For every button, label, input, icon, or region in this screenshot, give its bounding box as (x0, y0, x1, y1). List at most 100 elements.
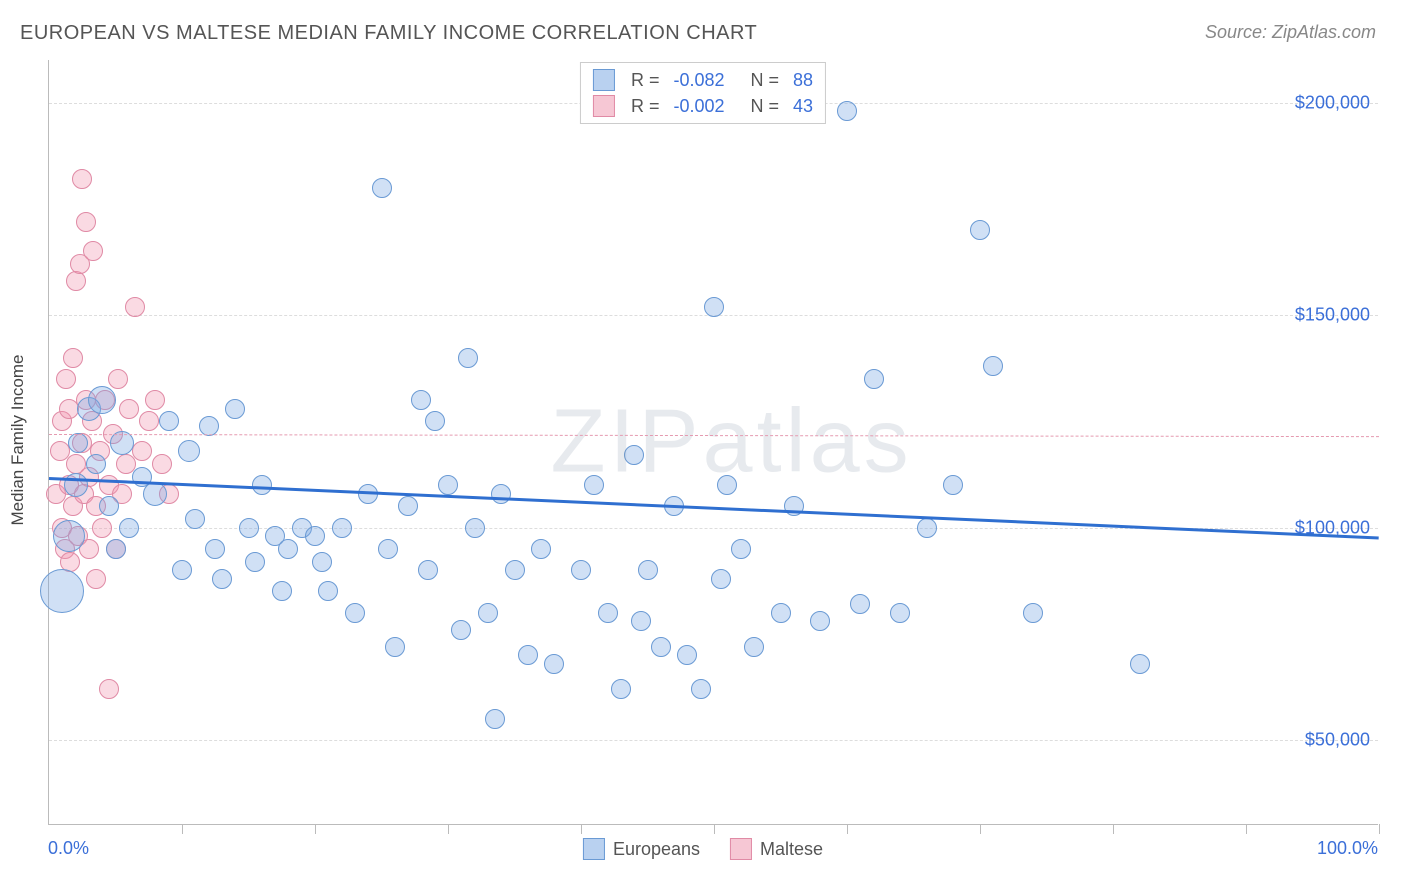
data-point-europeans (332, 518, 352, 538)
data-point-europeans (584, 475, 604, 495)
data-point-europeans (711, 569, 731, 589)
swatch-europeans-icon (593, 69, 615, 91)
data-point-europeans (245, 552, 265, 572)
source-attribution: Source: ZipAtlas.com (1205, 22, 1376, 43)
r-label: R = (631, 96, 660, 117)
data-point-maltese (86, 569, 106, 589)
data-point-europeans (485, 709, 505, 729)
legend-label-europeans: Europeans (613, 839, 700, 860)
data-point-europeans (717, 475, 737, 495)
data-point-europeans (425, 411, 445, 431)
chart-title: EUROPEAN VS MALTESE MEDIAN FAMILY INCOME… (20, 22, 757, 45)
data-point-europeans (864, 369, 884, 389)
x-tick (448, 824, 449, 834)
x-tick (1246, 824, 1247, 834)
data-point-europeans (704, 297, 724, 317)
x-tick (714, 824, 715, 834)
data-point-europeans (571, 560, 591, 580)
data-point-europeans (624, 445, 644, 465)
data-point-europeans (850, 594, 870, 614)
data-point-maltese (56, 369, 76, 389)
x-tick (847, 824, 848, 834)
data-point-maltese (132, 441, 152, 461)
data-point-maltese (119, 399, 139, 419)
data-point-maltese (99, 679, 119, 699)
data-point-maltese (63, 348, 83, 368)
data-point-europeans (159, 411, 179, 431)
x-axis-min-label: 0.0% (48, 838, 89, 859)
data-point-europeans (225, 399, 245, 419)
data-point-europeans (252, 475, 272, 495)
x-axis-max-label: 100.0% (1317, 838, 1378, 859)
data-point-europeans (418, 560, 438, 580)
data-point-europeans (531, 539, 551, 559)
data-point-europeans (983, 356, 1003, 376)
data-point-europeans (411, 390, 431, 410)
correlation-stats-legend: R = -0.082 N = 88 R = -0.002 N = 43 (580, 62, 826, 124)
plot-area: ZIPatlas $50,000$100,000$150,000$200,000 (48, 60, 1378, 825)
data-point-maltese (83, 241, 103, 261)
swatch-maltese-icon (730, 838, 752, 860)
r-value-maltese: -0.002 (673, 96, 724, 117)
data-point-europeans (438, 475, 458, 495)
data-point-europeans (1130, 654, 1150, 674)
data-point-europeans (212, 569, 232, 589)
data-point-europeans (611, 679, 631, 699)
data-point-europeans (178, 440, 200, 462)
data-point-europeans (385, 637, 405, 657)
data-point-europeans (970, 220, 990, 240)
swatch-maltese-icon (593, 95, 615, 117)
stats-row-maltese: R = -0.002 N = 43 (593, 93, 813, 119)
x-tick (1113, 824, 1114, 834)
data-point-europeans (598, 603, 618, 623)
data-point-europeans (744, 637, 764, 657)
data-point-europeans (544, 654, 564, 674)
data-point-europeans (86, 454, 106, 474)
data-point-europeans (312, 552, 332, 572)
trendline-maltese (49, 434, 1379, 437)
data-point-europeans (451, 620, 471, 640)
data-point-europeans (890, 603, 910, 623)
x-tick (315, 824, 316, 834)
data-point-europeans (651, 637, 671, 657)
r-value-europeans: -0.082 (673, 70, 724, 91)
data-point-europeans (372, 178, 392, 198)
data-point-maltese (92, 518, 112, 538)
legend-label-maltese: Maltese (760, 839, 823, 860)
data-point-europeans (677, 645, 697, 665)
data-point-europeans (88, 386, 116, 414)
y-tick-label: $150,000 (1295, 305, 1370, 326)
data-point-europeans (185, 509, 205, 529)
data-point-europeans (272, 581, 292, 601)
n-label: N = (751, 96, 780, 117)
data-point-europeans (68, 433, 88, 453)
gridline (49, 740, 1378, 741)
y-tick-label: $50,000 (1305, 730, 1370, 751)
data-point-europeans (810, 611, 830, 631)
swatch-europeans-icon (583, 838, 605, 860)
data-point-europeans (40, 569, 84, 613)
data-point-europeans (638, 560, 658, 580)
x-tick (182, 824, 183, 834)
data-point-europeans (478, 603, 498, 623)
data-point-europeans (106, 539, 126, 559)
data-point-europeans (199, 416, 219, 436)
data-point-europeans (771, 603, 791, 623)
data-point-europeans (458, 348, 478, 368)
data-point-maltese (139, 411, 159, 431)
data-point-europeans (64, 473, 88, 497)
legend-item-europeans: Europeans (583, 838, 700, 860)
data-point-europeans (691, 679, 711, 699)
r-label: R = (631, 70, 660, 91)
data-point-europeans (172, 560, 192, 580)
data-point-europeans (465, 518, 485, 538)
data-point-maltese (72, 169, 92, 189)
data-point-europeans (518, 645, 538, 665)
y-axis-title: Median Family Income (8, 354, 28, 525)
data-point-europeans (278, 539, 298, 559)
data-point-europeans (205, 539, 225, 559)
data-point-europeans (1023, 603, 1043, 623)
data-point-maltese (66, 271, 86, 291)
data-point-europeans (119, 518, 139, 538)
data-point-europeans (505, 560, 525, 580)
